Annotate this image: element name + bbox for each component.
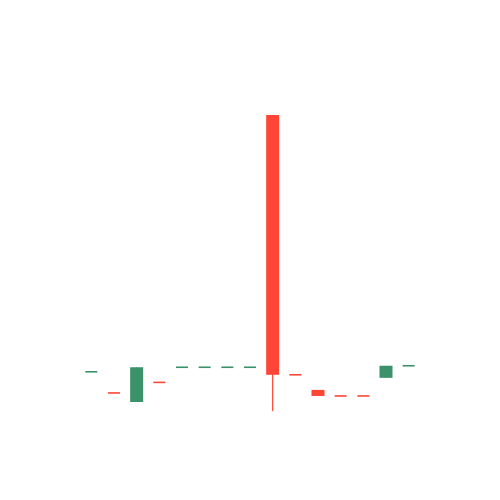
candle-body-3 xyxy=(130,367,144,402)
candle-body-11 xyxy=(311,389,325,396)
candle-9 xyxy=(266,115,280,412)
candle-body-14 xyxy=(379,365,393,378)
candle-3 xyxy=(130,367,144,402)
candle-body-9 xyxy=(266,115,280,375)
candle-11 xyxy=(311,389,325,396)
candle-14 xyxy=(379,365,393,378)
